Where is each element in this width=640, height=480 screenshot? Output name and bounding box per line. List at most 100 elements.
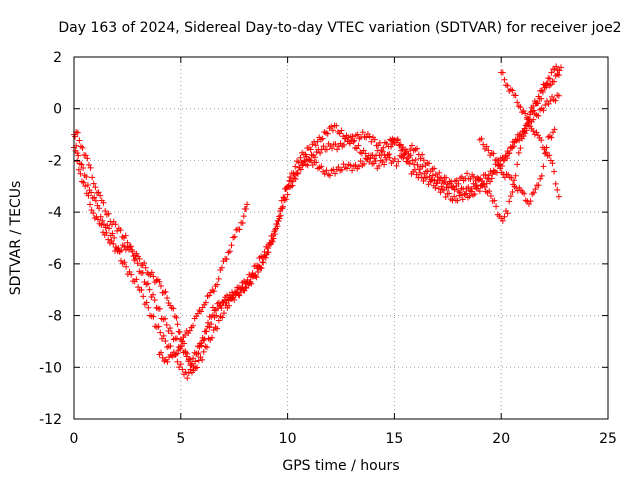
data-point bbox=[487, 178, 494, 185]
y-axis-ticks: 2 0 -2 -4 -6 -8 -10 -12 bbox=[39, 50, 608, 428]
data-point bbox=[235, 291, 242, 298]
data-point bbox=[320, 143, 327, 150]
data-point bbox=[458, 173, 465, 180]
data-point bbox=[357, 158, 364, 165]
data-point bbox=[555, 72, 562, 79]
data-point bbox=[89, 174, 96, 181]
data-point bbox=[345, 134, 352, 141]
data-point bbox=[506, 198, 513, 205]
data-point bbox=[140, 293, 147, 300]
data-point bbox=[366, 133, 373, 140]
grid-lines bbox=[74, 57, 608, 419]
data-point bbox=[111, 234, 118, 241]
data-point bbox=[407, 146, 414, 153]
data-point bbox=[323, 167, 330, 174]
data-point bbox=[383, 156, 390, 163]
data-point bbox=[493, 203, 500, 210]
data-point bbox=[556, 67, 563, 74]
data-point bbox=[304, 162, 311, 169]
data-point bbox=[535, 93, 542, 100]
data-point bbox=[186, 327, 193, 334]
data-point bbox=[275, 218, 282, 225]
data-point bbox=[218, 304, 225, 311]
data-point bbox=[206, 324, 213, 331]
data-point bbox=[429, 172, 436, 179]
data-point bbox=[495, 157, 502, 164]
series-track-e bbox=[476, 126, 558, 207]
data-point bbox=[543, 149, 550, 156]
data-point bbox=[387, 136, 394, 143]
data-point bbox=[501, 76, 508, 83]
data-point bbox=[158, 349, 165, 356]
data-point bbox=[499, 69, 506, 76]
data-point bbox=[451, 186, 458, 193]
data-point bbox=[102, 208, 109, 215]
data-point bbox=[515, 149, 522, 156]
data-point bbox=[106, 225, 113, 232]
data-point bbox=[150, 273, 157, 280]
data-point bbox=[190, 355, 197, 362]
data-point bbox=[185, 370, 192, 377]
data-point bbox=[187, 366, 194, 373]
data-point bbox=[292, 176, 299, 183]
x-tick-label: 15 bbox=[385, 431, 403, 447]
data-point bbox=[349, 133, 356, 140]
data-point bbox=[160, 332, 167, 339]
data-point bbox=[90, 210, 97, 217]
data-point bbox=[467, 175, 474, 182]
data-point bbox=[245, 282, 252, 289]
data-point bbox=[162, 338, 169, 345]
data-point bbox=[368, 138, 375, 145]
data-point bbox=[415, 174, 422, 181]
data-point bbox=[270, 235, 277, 242]
data-point bbox=[446, 190, 453, 197]
data-point bbox=[174, 350, 181, 357]
x-axis-ticks: 0 5 10 15 20 25 bbox=[70, 57, 617, 447]
data-point bbox=[83, 173, 90, 180]
data-point bbox=[323, 146, 330, 153]
data-point bbox=[188, 362, 195, 369]
data-point bbox=[440, 187, 447, 194]
data-point bbox=[129, 248, 136, 255]
data-point bbox=[413, 171, 420, 178]
data-point bbox=[409, 157, 416, 164]
data-point bbox=[170, 305, 177, 312]
data-point bbox=[490, 167, 497, 174]
data-point bbox=[221, 296, 228, 303]
data-point bbox=[226, 302, 233, 309]
data-point bbox=[182, 348, 189, 355]
data-point bbox=[478, 177, 485, 184]
data-point bbox=[264, 249, 271, 256]
data-point bbox=[355, 163, 362, 170]
data-point bbox=[414, 161, 421, 168]
data-point bbox=[103, 229, 110, 236]
data-point bbox=[203, 328, 210, 335]
data-point bbox=[142, 264, 149, 271]
data-point bbox=[466, 193, 473, 200]
data-point bbox=[527, 198, 534, 205]
data-point bbox=[419, 151, 426, 158]
data-point bbox=[341, 135, 348, 142]
data-point bbox=[198, 308, 205, 315]
y-tick-label: -12 bbox=[39, 412, 62, 428]
data-point bbox=[219, 314, 226, 321]
data-point bbox=[284, 191, 291, 198]
data-point bbox=[434, 180, 441, 187]
data-point bbox=[485, 172, 492, 179]
data-point bbox=[538, 137, 545, 144]
data-point bbox=[138, 286, 145, 293]
data-point bbox=[218, 264, 225, 271]
data-point bbox=[194, 364, 201, 371]
data-point bbox=[198, 342, 205, 349]
data-point bbox=[552, 97, 559, 104]
data-point bbox=[97, 192, 104, 199]
data-point bbox=[177, 361, 184, 368]
data-point bbox=[252, 273, 259, 280]
data-point bbox=[530, 116, 537, 123]
data-point bbox=[332, 170, 339, 177]
data-point bbox=[182, 331, 189, 338]
data-point bbox=[174, 358, 181, 365]
data-point bbox=[456, 189, 463, 196]
data-point bbox=[448, 178, 455, 185]
data-point bbox=[394, 136, 401, 143]
